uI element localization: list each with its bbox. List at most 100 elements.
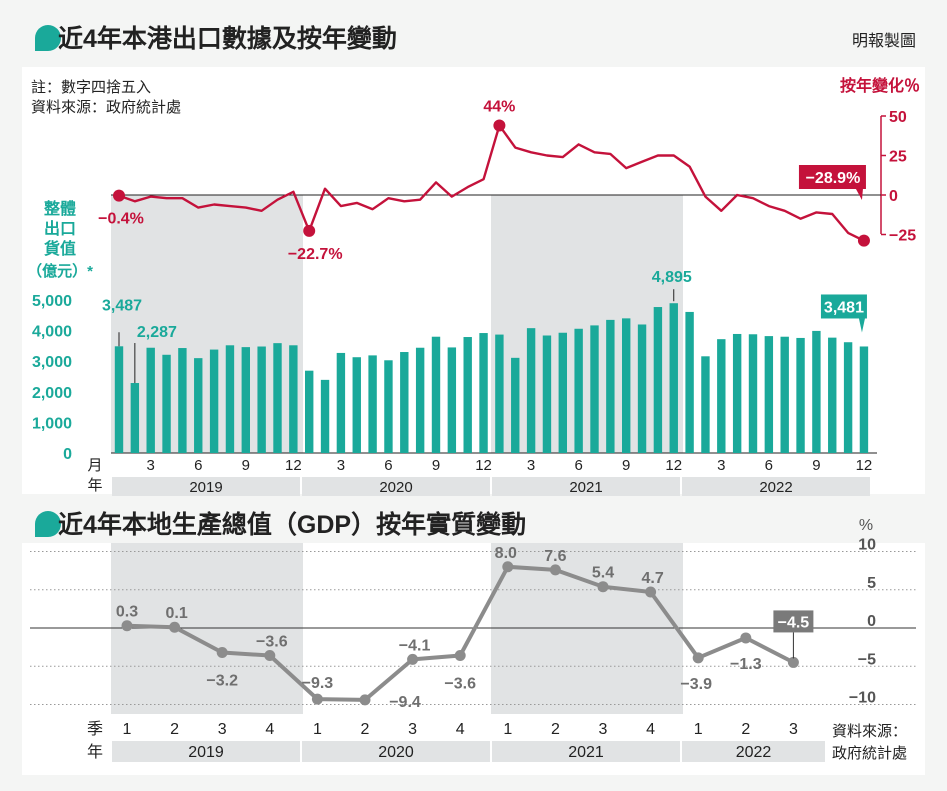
speech-bubble-icon [35, 511, 61, 537]
gdp-header: 近4年本地生產總值（GDP）按年實質變動 [35, 510, 526, 539]
year-band-label: 2021 [568, 744, 604, 761]
exports-tick-label: 2,000 [32, 385, 72, 402]
year-band [302, 741, 490, 762]
quarter-tick-label: 2 [741, 721, 750, 738]
exports-data-label: 3,481 [824, 299, 864, 316]
yoy-label-pointer [855, 189, 863, 200]
gdp-point [454, 650, 466, 662]
month-tick-label: 9 [622, 457, 630, 474]
quarter-tick-label: 1 [313, 721, 322, 738]
gdp-tick-label: 0 [867, 613, 876, 630]
exports-bars [114, 303, 869, 453]
gdp-point [216, 646, 228, 658]
exports-bar [812, 330, 821, 453]
exports-bar [828, 337, 837, 453]
gdp-data-label: −4.1 [399, 637, 431, 654]
month-tick-label: 6 [765, 457, 773, 474]
gdp-point [549, 564, 561, 576]
exports-tick-label: 5,000 [32, 293, 72, 310]
exports-bar [748, 334, 758, 453]
yoy-tick-label: 25 [889, 149, 907, 166]
exports-bar [796, 337, 805, 453]
exports-bar [400, 352, 409, 453]
quarter-unit-label: 季 [87, 720, 103, 738]
exports-bar [384, 360, 393, 453]
exports-ylabel-3: 貨值 [44, 239, 76, 258]
exports-bar [415, 347, 425, 453]
gdp-point [311, 693, 323, 705]
month-tick-label: 12 [665, 457, 682, 474]
year-band-label: 2019 [188, 744, 224, 761]
quarter-tick-label: 4 [646, 721, 655, 738]
gdp-data-label: 8.0 [495, 545, 517, 562]
quarter-tick-label: 3 [408, 721, 417, 738]
gdp-data-label: 5.4 [592, 565, 614, 582]
quarter-tick-label: 3 [218, 721, 227, 738]
exports-bar [606, 319, 615, 453]
yoy-point [857, 234, 870, 247]
quarter-tick-label: 2 [361, 721, 370, 738]
gdp-data-label: −3.9 [680, 676, 712, 693]
quarter-tick-label: 4 [265, 721, 274, 738]
exports-bar [717, 339, 726, 453]
gdp-data-labels: 0.3 0.1 −3.2 −3.6 −9.3 −9.4 −4.1 −3.6 8.0 7.6 5.4 4… [116, 545, 814, 711]
exports-bar [479, 333, 488, 453]
month-tick-label: 9 [432, 457, 440, 474]
gdp-data-label: −1.3 [730, 656, 762, 673]
yoy-point [493, 119, 506, 132]
gdp-point [121, 620, 133, 632]
yoy-tick-label: 50 [889, 109, 907, 126]
gdp-point [264, 650, 276, 662]
month-tick-label: 3 [717, 457, 725, 474]
yoy-tick-label: −25 [889, 228, 916, 245]
yoy-data-label: 44% [483, 98, 515, 115]
gdp-series [121, 561, 799, 706]
month-tick-label: 12 [285, 457, 302, 474]
gdp-point [597, 581, 609, 593]
year-band-label: 2021 [569, 479, 602, 496]
gdp-data-label: 7.6 [544, 548, 566, 565]
month-tick-label: 9 [812, 457, 820, 474]
month-tick-label: 3 [527, 457, 535, 474]
exports-bar [320, 379, 330, 453]
exports-bar [305, 370, 314, 453]
gdp-year-unit-label: 年 [87, 743, 103, 761]
gdp-tick-label: 10 [858, 537, 876, 554]
gdp-tick-label: 5 [867, 575, 876, 592]
exports-bar [843, 342, 853, 453]
exports-data-label: 2,287 [137, 324, 177, 341]
exports-month-ticks: 3 6 9 12 3 6 9 12 3 6 9 12 3 6 9 12 [147, 457, 873, 474]
year-band [302, 477, 490, 496]
gdp-data-label: −3.6 [444, 676, 476, 693]
exports-bar [257, 346, 266, 453]
gdp-point [407, 653, 419, 665]
month-tick-label: 12 [856, 457, 873, 474]
exports-bar [447, 347, 457, 453]
exports-tick-label: 4,000 [32, 324, 72, 341]
exports-bar [574, 328, 583, 453]
note-source: 資料來源：政府統計處 [31, 99, 181, 116]
exports-bar [701, 356, 710, 453]
year-band-label: 2022 [736, 744, 772, 761]
gdp-data-label: −4.5 [778, 614, 810, 631]
exports-bar [209, 349, 219, 453]
gdp-axis-unit: % [859, 517, 873, 534]
gdp-source-2: 政府統計處 [832, 745, 907, 762]
gdp-point [359, 694, 371, 706]
quarter-tick-label: 1 [694, 721, 703, 738]
gdp-year-bands: 2019 2020 2021 2022 [112, 741, 825, 762]
exports-bar [780, 336, 789, 453]
month-tick-label: 6 [194, 457, 202, 474]
exports-bar [194, 358, 203, 453]
exports-bar [114, 346, 124, 453]
year-band-label: 2022 [759, 479, 792, 496]
exports-data-label: 4,895 [652, 269, 692, 286]
shade-2021 [491, 195, 683, 453]
exports-data-label: 3,487 [102, 297, 142, 314]
year-band-label: 2020 [378, 744, 414, 761]
quarter-tick-label: 3 [789, 721, 798, 738]
year-band [492, 741, 680, 762]
yoy-series [118, 124, 865, 242]
